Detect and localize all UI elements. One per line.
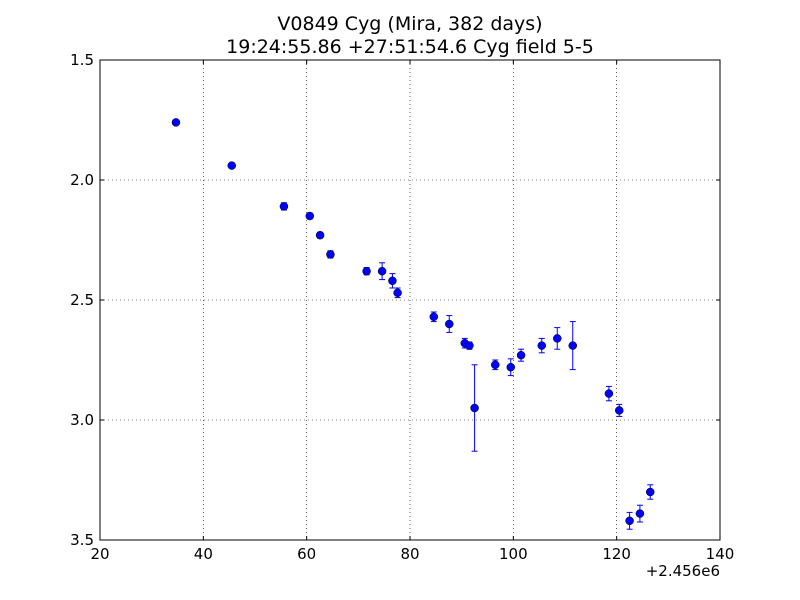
y-tick-label: 3.0 [70, 411, 94, 429]
data-point [388, 276, 397, 286]
x-tick-label: 140 [706, 545, 735, 563]
data-point [171, 118, 181, 127]
x-tick-label: 60 [297, 545, 316, 563]
data-point [227, 161, 236, 170]
data-point [393, 288, 402, 298]
axes: 20 40 60 80 100 120 140 1.5 2.0 2.5 3.0 3.5 [70, 51, 734, 563]
data-point [429, 312, 439, 322]
chart-title-line-2: 19:24:55.86 +27:51:54.6 Cyg field 5-5 [226, 36, 594, 58]
y-tick-label: 2.0 [70, 171, 94, 189]
y-tick-label: 2.5 [70, 291, 94, 309]
data-point [516, 350, 526, 360]
grid [100, 60, 720, 540]
data-points [171, 118, 655, 526]
data-point [362, 266, 371, 276]
data-point [279, 202, 289, 211]
data-point [553, 334, 562, 343]
data-point [326, 250, 335, 259]
data-point [537, 341, 546, 350]
data-point [491, 360, 500, 370]
x-tick-label: 20 [90, 545, 109, 563]
data-point [604, 389, 614, 398]
data-point [506, 362, 515, 372]
y-tick-label: 3.5 [70, 531, 94, 549]
data-point [635, 509, 645, 518]
x-tick-label: 100 [499, 545, 528, 563]
data-point [615, 406, 624, 415]
data-point [470, 403, 479, 413]
data-point [377, 266, 387, 276]
x-tick-label: 120 [602, 545, 631, 563]
data-point [646, 487, 655, 497]
x-tick-label: 40 [194, 545, 213, 563]
data-point [568, 341, 577, 350]
data-point [465, 341, 474, 350]
data-point [305, 211, 315, 221]
x-offset-label: +2.456e6 [646, 562, 720, 580]
data-point [625, 516, 634, 526]
data-point [315, 230, 325, 240]
data-point [445, 319, 454, 329]
y-tick-label: 1.5 [70, 51, 94, 69]
plot-frame [99, 59, 721, 541]
chart-title-line-1: V0849 Cyg (Mira, 382 days) [277, 13, 542, 35]
x-tick-label: 80 [400, 545, 419, 563]
